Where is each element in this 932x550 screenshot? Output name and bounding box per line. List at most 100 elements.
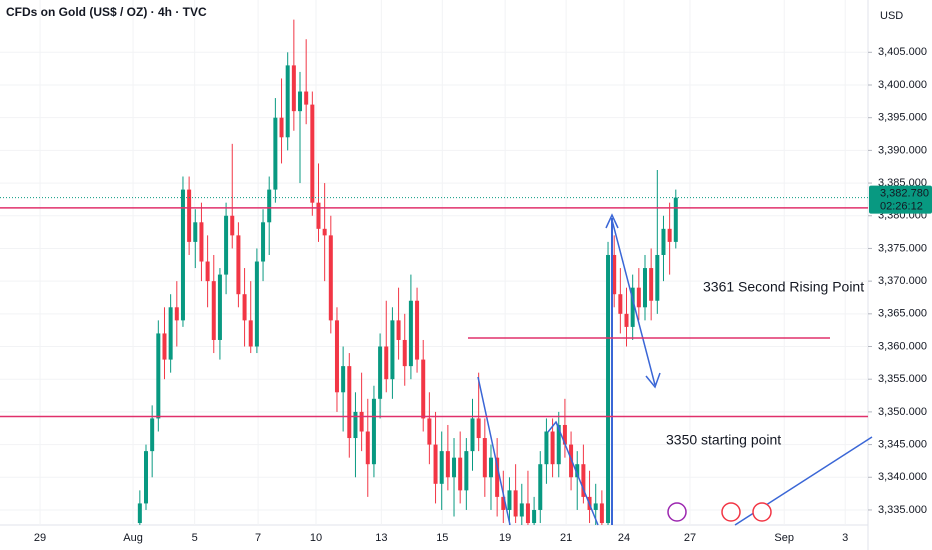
candle-body [174, 307, 179, 321]
arrow-head [645, 372, 661, 389]
candle-body [273, 117, 278, 190]
candle-body [279, 117, 284, 138]
candle-body [642, 268, 647, 308]
candle-body [581, 464, 586, 497]
candle-body [556, 424, 561, 465]
y-tick-label: 3,355.000 [878, 373, 927, 385]
candle-body [550, 431, 555, 465]
x-tick-label: 29 [34, 532, 46, 544]
candle-body [532, 509, 537, 524]
candle-body [187, 189, 192, 242]
candle-body [470, 418, 475, 452]
y-tick-label: 3,375.000 [878, 242, 927, 254]
candle-body [242, 294, 247, 321]
candle-body [519, 503, 524, 517]
candle-body [193, 222, 198, 242]
chart-title: CFDs on Gold (US$ / OZ) · 4h · TVC [6, 5, 207, 19]
x-tick-label: 10 [310, 532, 322, 544]
candle-body [458, 457, 463, 491]
candle-body [384, 346, 389, 380]
candle-body [599, 503, 604, 524]
candle-body [396, 320, 401, 340]
candle-body [618, 294, 623, 314]
candle-body [544, 431, 549, 465]
event-icon[interactable] [721, 502, 741, 522]
x-tick-label: 15 [436, 532, 448, 544]
candle-body [507, 490, 512, 510]
candle-body [205, 261, 210, 282]
candle-body [415, 300, 420, 360]
candle-body [211, 281, 216, 340]
candle-body [501, 496, 506, 510]
y-tick-label: 3,370.000 [878, 275, 927, 287]
x-tick-label: Sep [774, 532, 794, 544]
candle-body [433, 444, 438, 484]
candle-body [649, 268, 654, 301]
candle-body [371, 398, 376, 465]
x-tick-label: 27 [684, 532, 696, 544]
y-tick-label: 3,395.000 [878, 112, 927, 124]
candle-body [390, 320, 395, 380]
candle-body [310, 104, 315, 203]
annotation: 3350 starting point [666, 432, 781, 448]
arrow-head [605, 213, 619, 229]
currency-label[interactable]: USD [880, 10, 903, 22]
x-tick-label: 19 [499, 532, 511, 544]
candle-body [378, 346, 383, 399]
candle-body [143, 451, 149, 504]
candle-body [261, 222, 266, 262]
candle-body [673, 197, 678, 242]
candle-body [525, 503, 530, 524]
candle-body [156, 333, 161, 419]
candle-body [452, 457, 457, 478]
candle-body [347, 366, 352, 439]
x-tick-label: 5 [192, 532, 198, 544]
candle-body [488, 457, 493, 478]
candle-body [285, 65, 290, 138]
trend-arrow [477, 376, 511, 526]
candle-body [562, 424, 567, 445]
candle-body [334, 320, 339, 393]
candle-body [624, 313, 629, 327]
candle-body [230, 215, 235, 236]
y-tick-label: 3,340.000 [878, 471, 927, 483]
candle-body [162, 333, 167, 360]
candle-body [316, 202, 321, 229]
candle-body [217, 274, 222, 340]
event-icon[interactable] [752, 502, 772, 522]
candle-body [199, 222, 204, 262]
candle-body [236, 235, 241, 295]
y-tick-label: 3,400.000 [878, 79, 927, 91]
candle-body [421, 359, 426, 419]
candle-body [224, 215, 229, 275]
drawings [477, 213, 873, 526]
candle-body [341, 366, 346, 393]
plot-area [0, 0, 868, 525]
candle-body [328, 235, 333, 321]
last-price-label: 3,382.780 [880, 187, 929, 199]
candle-body [612, 254, 617, 295]
candle-body [359, 411, 364, 432]
x-tick-label: 24 [618, 532, 630, 544]
y-tick-label: 3,360.000 [878, 340, 927, 352]
candle-body [298, 91, 303, 112]
candle-body [180, 189, 185, 321]
y-tick-label: 3,345.000 [878, 438, 927, 450]
x-tick-label: 13 [375, 532, 387, 544]
last-price-box [869, 185, 932, 214]
candle-body [168, 307, 173, 360]
candle-body [150, 418, 155, 452]
candle-body [606, 254, 611, 524]
candle-body [408, 300, 413, 367]
candle-body [538, 464, 543, 510]
candle-body [137, 503, 142, 524]
candle-body [495, 457, 500, 497]
x-tick-label: 3 [842, 532, 848, 544]
countdown-label: 02:26:12 [880, 200, 923, 212]
candle-body [630, 287, 635, 327]
candle-body [267, 189, 272, 223]
candle-body [513, 490, 518, 517]
event-icon[interactable] [667, 502, 687, 522]
candle-body [427, 418, 432, 445]
